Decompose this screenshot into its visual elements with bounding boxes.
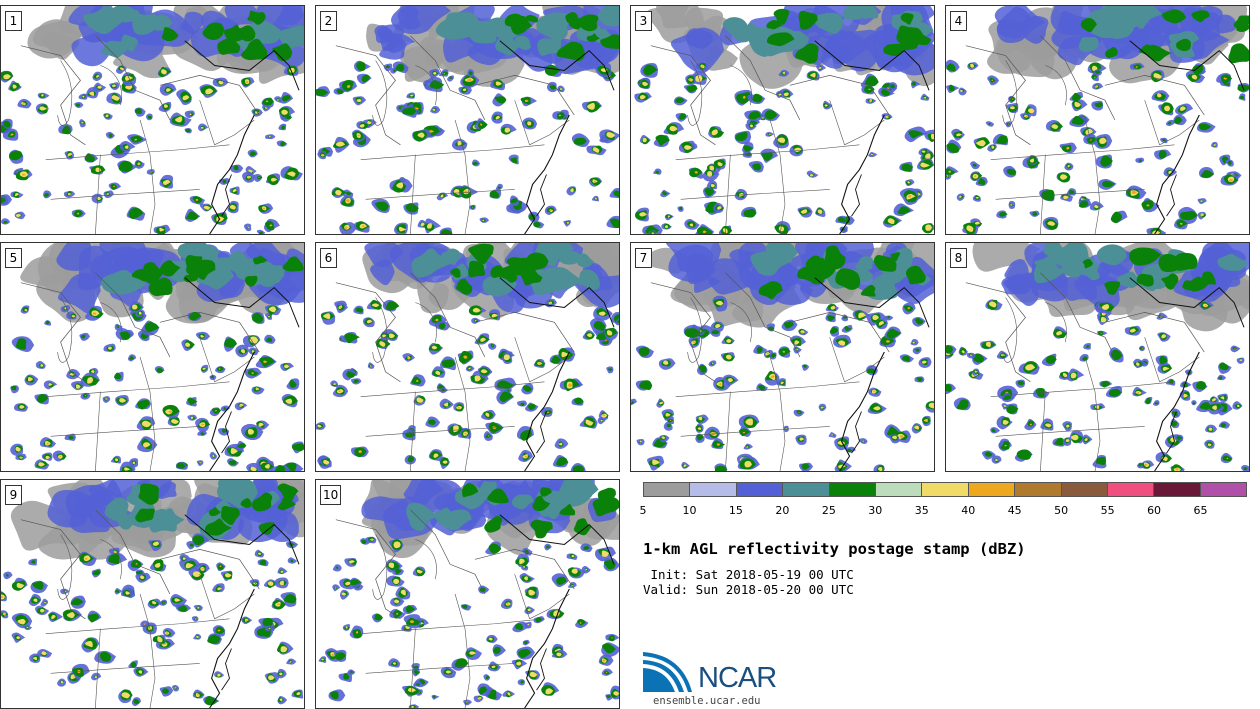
- colorbar-tick-label: 30: [868, 504, 883, 517]
- postage-stamp-panel: 6: [315, 242, 620, 472]
- colorbar-tick-label: 55: [1100, 504, 1115, 517]
- reflectivity-map: [1, 6, 304, 234]
- reflectivity-map: [946, 243, 1249, 471]
- logo-url: ensemble.ucar.edu: [653, 695, 761, 707]
- postage-stamp-panel: 7: [630, 242, 935, 472]
- postage-stamp-panel: 4: [945, 5, 1250, 235]
- postage-stamp-panel: 3: [630, 5, 935, 235]
- postage-stamp-panel: 10: [315, 479, 620, 709]
- panel-number: 10: [320, 485, 342, 505]
- reflectivity-map: [318, 480, 619, 708]
- colorbar-segment: [875, 483, 923, 496]
- colorbar-tick-label: 40: [961, 504, 976, 517]
- colorbar-tick-label: 15: [728, 504, 743, 517]
- colorbar-segment: [690, 483, 737, 496]
- ncar-logo-icon: [643, 652, 692, 692]
- colorbar-tick-label: 5: [639, 504, 647, 517]
- colorbar-segment: [644, 483, 691, 496]
- reflectivity-map: [316, 6, 619, 234]
- colorbar-segment: [968, 483, 1016, 496]
- colorbar-segment: [922, 483, 969, 496]
- colorbar-tick-label: 65: [1193, 504, 1208, 517]
- panel-number: 5: [5, 248, 22, 268]
- colorbar-segment: [1200, 483, 1247, 496]
- postage-stamp-panel: 8: [945, 242, 1250, 472]
- colorbar-segment: [829, 483, 876, 496]
- colorbar-segment: [1015, 483, 1062, 496]
- colorbar-tick-label: 45: [1007, 504, 1022, 517]
- reflectivity-map: [10, 243, 304, 471]
- colorbar-tick-label: 20: [775, 504, 790, 517]
- reflectivity-map: [946, 6, 1249, 234]
- colorbar-segment: [1154, 483, 1201, 496]
- reflectivity-map: [316, 243, 619, 471]
- panel-number: 7: [635, 248, 652, 268]
- postage-stamp-panel: 1: [0, 5, 305, 235]
- page-title: 1-km AGL reflectivity postage stamp (dBZ…: [643, 540, 1026, 558]
- panel-number: 8: [950, 248, 967, 268]
- colorbar-segment: [1107, 483, 1155, 496]
- init-time: Init: Sat 2018-05-19 00 UTC: [643, 567, 854, 582]
- colorbar-tick-label: 50: [1054, 504, 1069, 517]
- colorbar-tick-label: 35: [914, 504, 929, 517]
- panel-number: 9: [5, 485, 22, 505]
- panel-number: 4: [950, 11, 967, 31]
- reflectivity-map: [1, 480, 304, 708]
- postage-stamp-panel: 2: [315, 5, 620, 235]
- panel-number: 3: [635, 11, 652, 31]
- ncar-logo-text: NCAR: [698, 662, 777, 694]
- colorbar-tick-label: 60: [1147, 504, 1162, 517]
- colorbar-ticks: 5 10 15 20 25 30 35 40 45 50 55 60 65: [639, 504, 1247, 518]
- panel-number: 1: [5, 11, 22, 31]
- panel-number: 6: [320, 248, 337, 268]
- postage-stamp-panel: 5: [0, 242, 305, 472]
- colorbar: [643, 482, 1247, 497]
- reflectivity-map: [631, 243, 934, 471]
- colorbar-segment: [783, 483, 830, 496]
- colorbar-tick-label: 10: [682, 504, 697, 517]
- reflectivity-map: [634, 6, 934, 234]
- valid-time: Valid: Sun 2018-05-20 00 UTC: [643, 582, 854, 597]
- postage-stamp-panel: 9: [0, 479, 305, 709]
- panel-number: 2: [320, 11, 337, 31]
- colorbar-segment: [736, 483, 784, 496]
- colorbar-tick-label: 25: [821, 504, 836, 517]
- colorbar-segment: [1061, 483, 1108, 496]
